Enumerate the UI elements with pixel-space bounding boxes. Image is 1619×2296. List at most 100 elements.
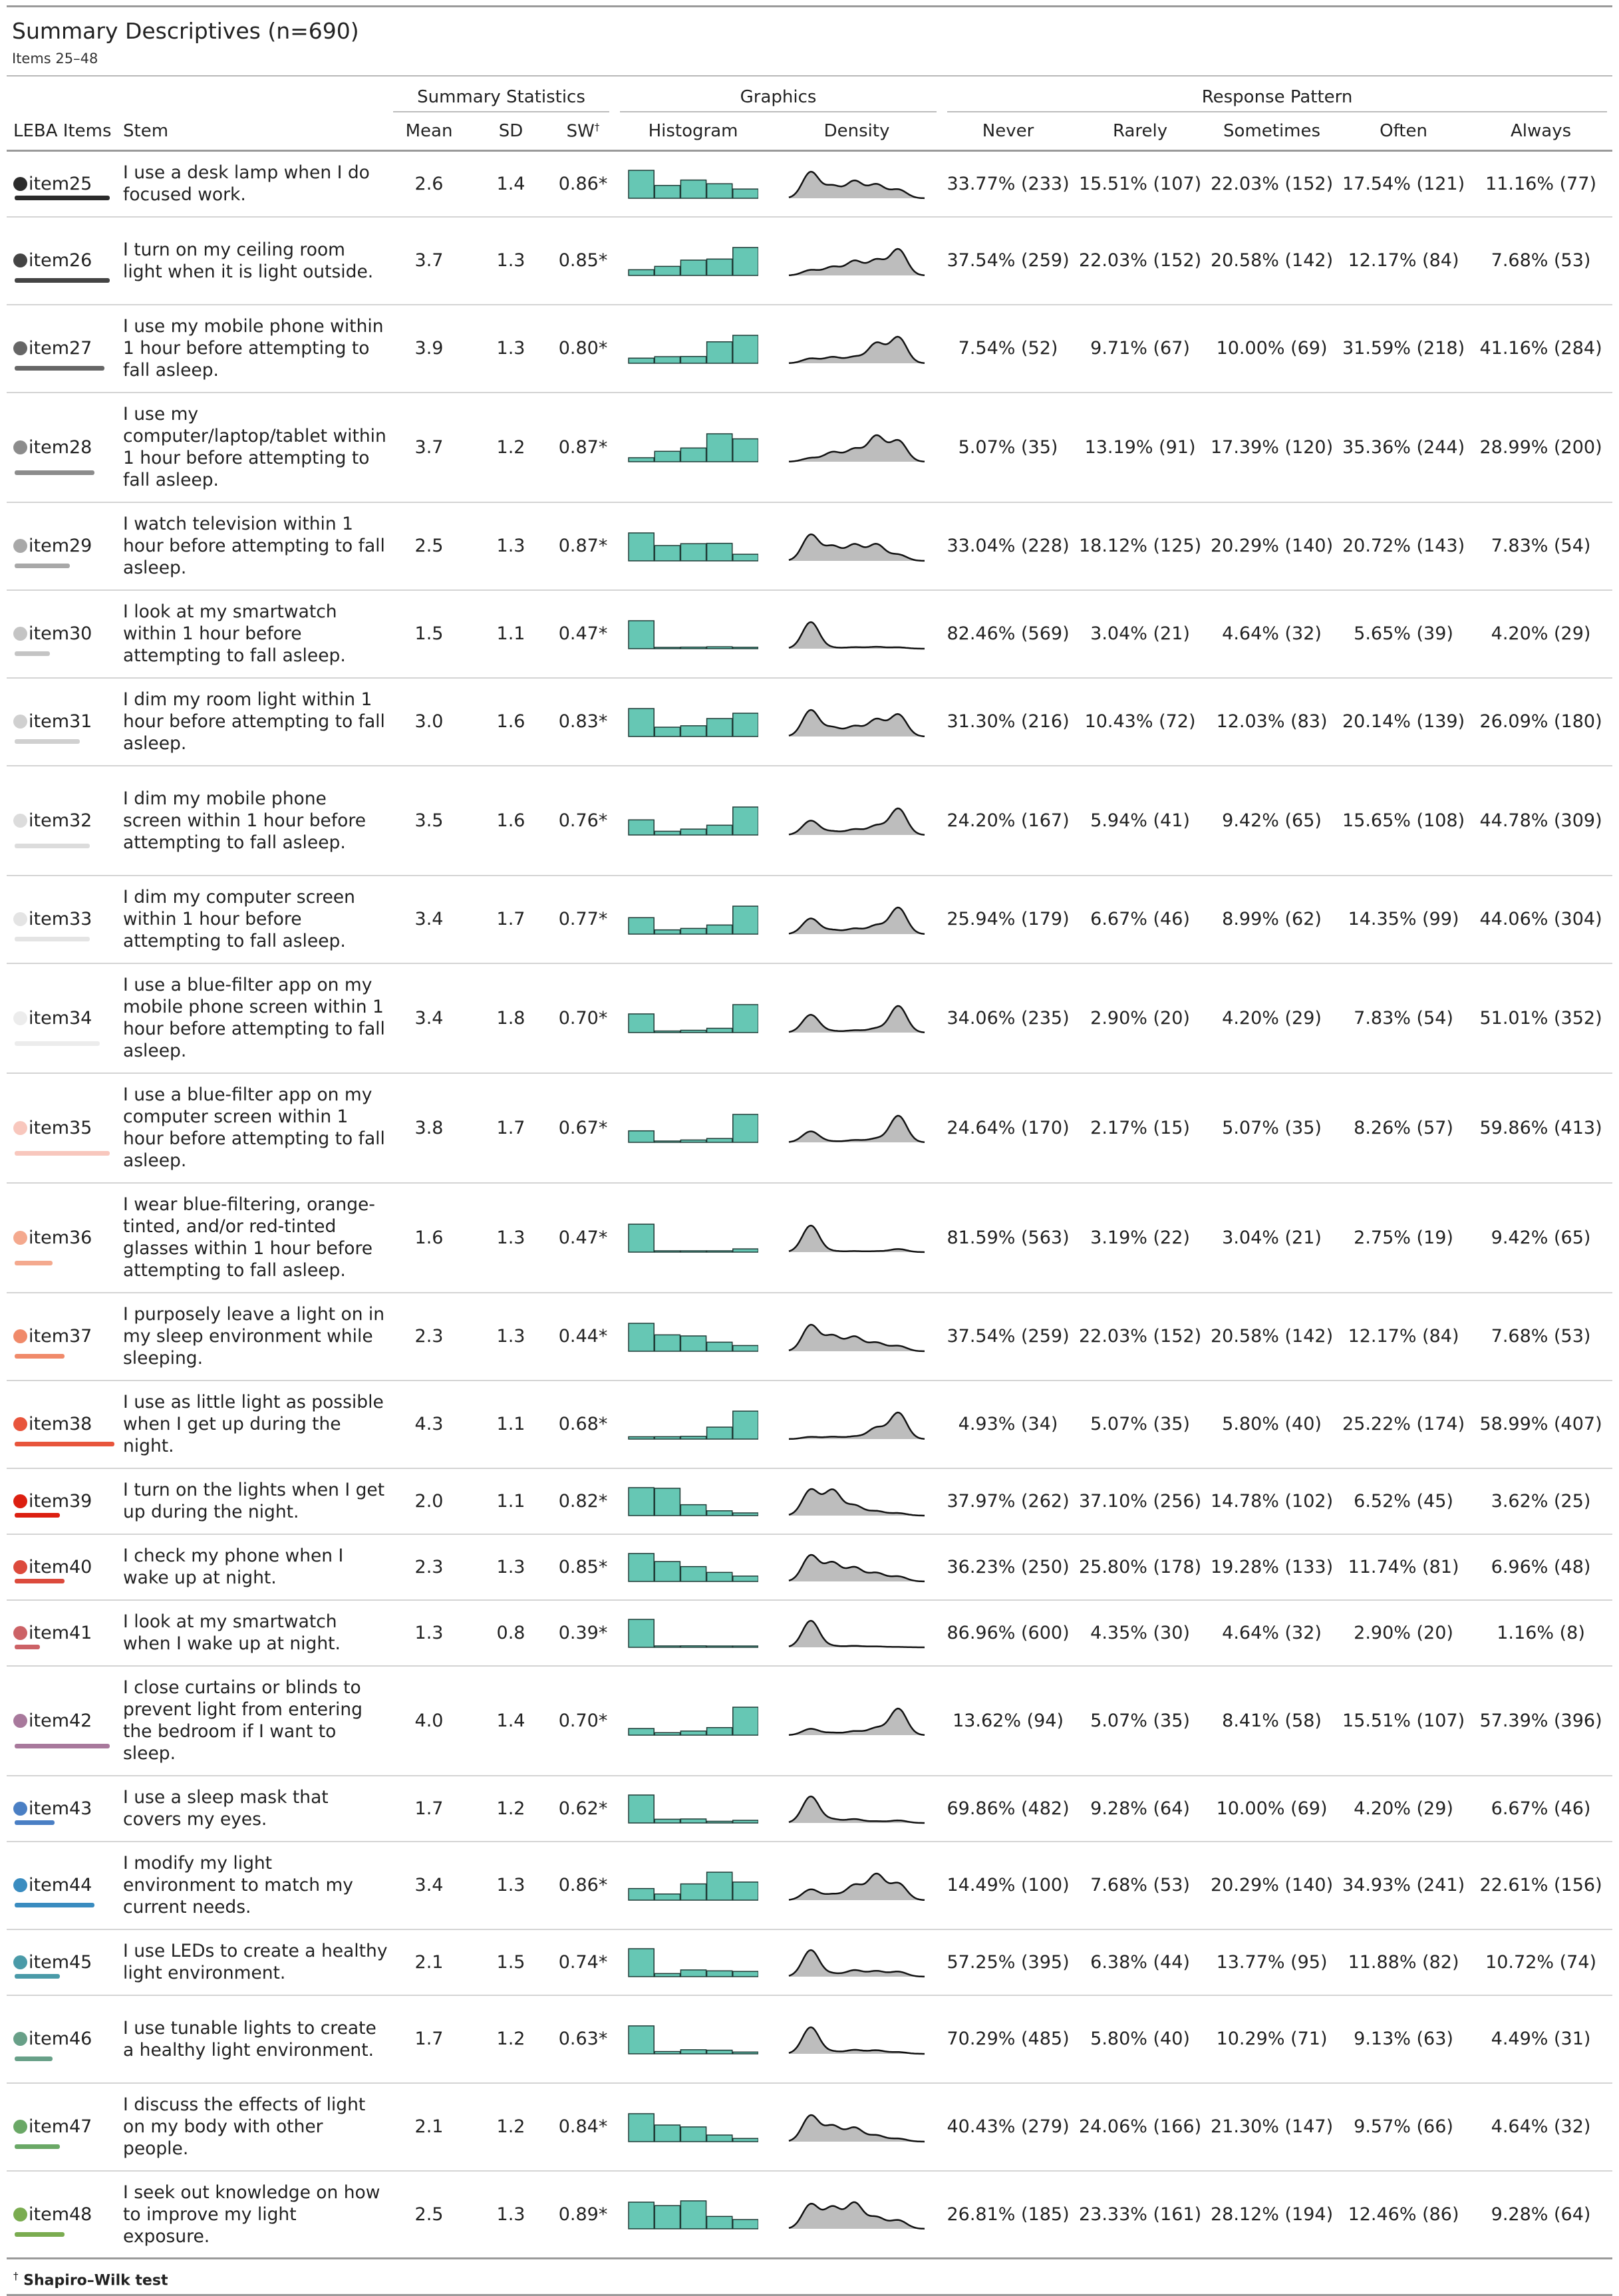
rarely-cell: 5.07% (35)	[1074, 1380, 1207, 1469]
histogram-bar	[628, 457, 655, 462]
rarely-cell: 2.17% (15)	[1074, 1072, 1207, 1184]
item-label: item47	[29, 2116, 92, 2137]
item-indicator-bar	[15, 2056, 53, 2062]
col-often: Often	[1338, 112, 1470, 152]
sw-cell: 0.87*	[551, 392, 615, 503]
histogram-bar	[732, 553, 759, 562]
histogram-bar	[654, 1893, 681, 1901]
histogram-bar	[706, 924, 733, 935]
density-area	[789, 709, 925, 737]
table-row: item34 I use a blue-filter app on my mobi…	[7, 963, 1613, 1074]
density-area	[789, 1412, 925, 1439]
density-chart	[788, 2026, 925, 2054]
histogram-bar	[706, 1250, 733, 1253]
sometimes-cell: 9.42% (65)	[1206, 765, 1338, 876]
item-label: item37	[29, 1326, 92, 1347]
always-cell: 4.49% (31)	[1469, 1995, 1613, 2084]
mean-cell: 3.7	[388, 216, 470, 305]
stem-cell: I modify my light environment to match m…	[120, 1841, 388, 1930]
mean-cell: 3.5	[388, 765, 470, 876]
item-label: item40	[29, 1556, 92, 1577]
item-cell: item26	[7, 216, 120, 305]
density-line	[788, 1619, 925, 1649]
stem-cell: I use a sleep mask that covers my eyes.	[120, 1775, 388, 1842]
histogram-bar	[680, 2049, 707, 2054]
item-color-dot	[13, 813, 27, 828]
sd-cell: 1.1	[470, 1380, 551, 1469]
density-chart	[788, 1224, 925, 1253]
histogram-cell	[615, 1929, 772, 1996]
mean-cell: 3.9	[388, 304, 470, 393]
histogram-bar	[732, 334, 759, 364]
sometimes-cell: 8.41% (58)	[1206, 1665, 1338, 1776]
density-cell	[772, 150, 943, 218]
item-label: item31	[29, 711, 92, 732]
sometimes-cell: 12.03% (83)	[1206, 677, 1338, 766]
table-row: item46 I use tunable lights to create a h…	[7, 1995, 1613, 2084]
never-cell: 14.49% (100)	[942, 1841, 1075, 1930]
table-row: item43 I use a sleep mask that covers my …	[7, 1775, 1613, 1842]
sometimes-cell: 10.00% (69)	[1206, 304, 1338, 393]
always-cell: 7.83% (54)	[1469, 502, 1613, 591]
item-color-dot	[13, 2120, 27, 2134]
rarely-cell: 24.06% (166)	[1074, 2082, 1207, 2172]
table-row: item44 I modify my light environment to m…	[7, 1841, 1613, 1930]
histogram-bar	[680, 1883, 707, 1901]
stem-cell: I use my computer/laptop/tablet within 1…	[120, 392, 388, 503]
never-cell: 7.54% (52)	[942, 304, 1075, 393]
rarely-cell: 6.67% (46)	[1074, 875, 1207, 964]
histogram-bar	[680, 927, 707, 935]
never-cell: 13.62% (94)	[942, 1665, 1075, 1776]
item-cell: item29	[7, 502, 120, 591]
often-cell: 12.17% (84)	[1338, 216, 1470, 305]
item-indicator-bar	[15, 1744, 110, 1749]
stem-cell: I purposely leave a light on in my sleep…	[120, 1292, 388, 1381]
table-title: Summary Descriptives (n=690)	[12, 18, 359, 44]
density-line	[788, 2202, 925, 2230]
item-indicator-bar	[15, 1442, 114, 1447]
sw-cell: 0.80*	[551, 304, 615, 393]
density-chart	[788, 1795, 925, 1824]
histogram-cell	[615, 216, 772, 305]
item-indicator-bar	[15, 1974, 60, 1979]
mean-cell: 1.7	[388, 1995, 470, 2084]
stem-cell: I close curtains or blinds to prevent li…	[120, 1665, 388, 1776]
histogram-bar	[706, 1970, 733, 1977]
often-cell: 7.83% (54)	[1338, 963, 1470, 1074]
density-line	[788, 1554, 925, 1583]
density-area	[789, 2202, 925, 2229]
density-area	[789, 1621, 925, 1647]
histogram-bar	[628, 357, 655, 364]
often-cell: 8.26% (57)	[1338, 1072, 1470, 1184]
mean-cell: 2.1	[388, 1929, 470, 1996]
sd-cell: 1.3	[470, 304, 551, 393]
density-area	[789, 336, 925, 363]
histogram-cell	[615, 589, 772, 679]
item-cell: item37	[7, 1292, 120, 1381]
always-cell: 51.01% (352)	[1469, 963, 1613, 1074]
histogram-chart	[628, 1224, 759, 1253]
density-chart	[788, 1554, 925, 1583]
often-cell: 2.75% (19)	[1338, 1182, 1470, 1293]
density-area	[789, 1116, 925, 1142]
table-row: item30 I look at my smartwatch within 1 h…	[7, 589, 1613, 679]
item-label: item34	[29, 1007, 92, 1029]
always-cell: 4.20% (29)	[1469, 589, 1613, 679]
sd-cell: 1.3	[470, 216, 551, 305]
never-cell: 81.59% (563)	[942, 1182, 1075, 1293]
density-cell	[772, 1072, 943, 1184]
item-indicator-bar	[15, 651, 50, 657]
density-line	[788, 1411, 925, 1440]
item-label: item35	[29, 1117, 92, 1138]
histogram-bar	[628, 1728, 655, 1736]
often-cell: 9.13% (63)	[1338, 1995, 1470, 2084]
table-row: item35 I use a blue-filter app on my comp…	[7, 1072, 1613, 1184]
rarely-cell: 3.04% (21)	[1074, 589, 1207, 679]
density-cell	[772, 1841, 943, 1930]
histogram-bar	[654, 185, 681, 199]
stem-cell: I look at my smartwatch when I wake up a…	[120, 1599, 388, 1667]
rarely-cell: 4.35% (30)	[1074, 1599, 1207, 1667]
item-cell: item31	[7, 677, 120, 766]
histogram-bar	[680, 180, 707, 199]
histogram-bar	[628, 917, 655, 935]
